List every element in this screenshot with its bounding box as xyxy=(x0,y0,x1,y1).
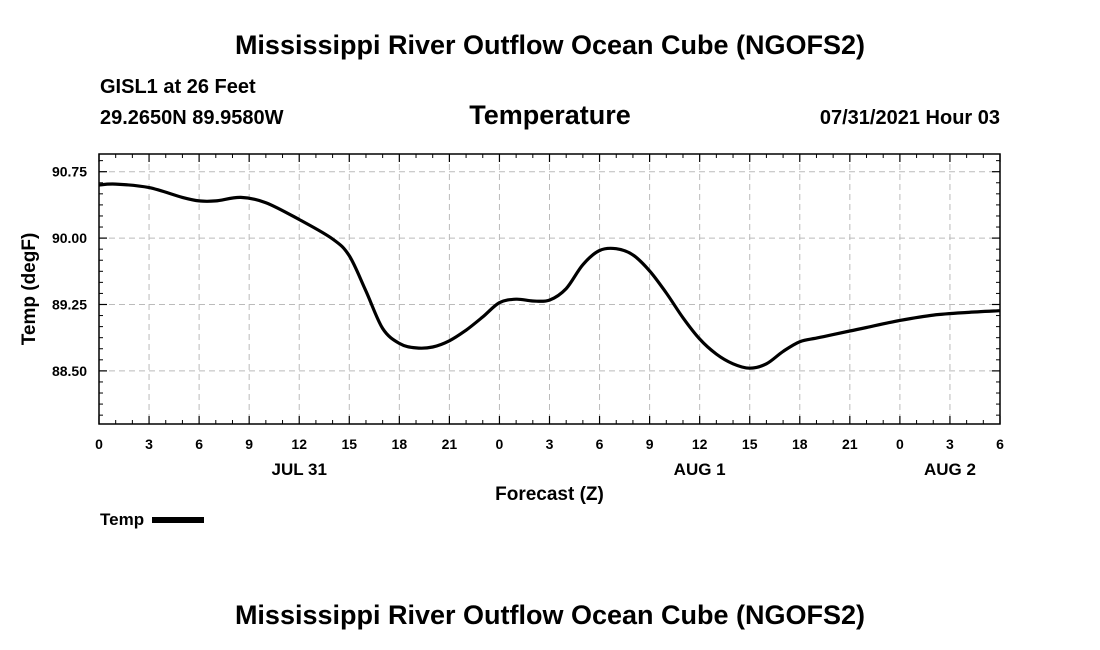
variable-title: Temperature xyxy=(469,100,631,130)
x-tick-label: 12 xyxy=(291,436,307,452)
y-tick-label: 88.50 xyxy=(52,363,87,379)
x-tick-label: 0 xyxy=(95,436,103,452)
x-tick-label: 3 xyxy=(145,436,153,452)
chart-footer-title: Mississippi River Outflow Ocean Cube (NG… xyxy=(234,600,866,630)
x-tick-label: 0 xyxy=(896,436,904,452)
x-tick-label: 9 xyxy=(646,436,654,452)
x-tick-label: 18 xyxy=(792,436,808,452)
x-tick-label: 9 xyxy=(245,436,253,452)
x-tick-label: 6 xyxy=(195,436,203,452)
y-tick-label: 89.25 xyxy=(52,296,87,312)
y-tick-label: 90.75 xyxy=(52,164,87,180)
legend: Temp xyxy=(100,510,205,530)
x-tick-label: 6 xyxy=(596,436,604,452)
x-tick-label: 21 xyxy=(442,436,458,452)
x-tick-label: 21 xyxy=(842,436,858,452)
y-axis-label: Temp (degF) xyxy=(19,233,40,346)
legend-swatch xyxy=(152,517,205,523)
legend-label: Temp xyxy=(100,510,145,529)
series-line-temp xyxy=(98,182,1001,370)
date-label: AUG 2 xyxy=(924,460,976,479)
chart-main-title: Mississippi River Outflow Ocean Cube (NG… xyxy=(234,30,866,60)
date-label: AUG 1 xyxy=(674,460,726,479)
y-tick-label: 90.00 xyxy=(52,230,87,246)
x-tick-label: 15 xyxy=(742,436,758,452)
forecast-datetime: 07/31/2021 Hour 03 xyxy=(819,107,1000,129)
station-label: GISL1 at 26 Feet xyxy=(100,76,256,98)
date-label: JUL 31 xyxy=(271,460,326,479)
x-tick-label: 3 xyxy=(946,436,954,452)
x-tick-label: 18 xyxy=(392,436,408,452)
x-tick-label: 3 xyxy=(546,436,554,452)
x-tick-label: 12 xyxy=(692,436,708,452)
x-tick-label: 0 xyxy=(496,436,504,452)
x-axis-label: Forecast (Z) xyxy=(495,484,604,505)
x-tick-label: 15 xyxy=(341,436,357,452)
station-coordinates: 29.2650N 89.9580W xyxy=(100,107,284,129)
x-tick-label: 6 xyxy=(996,436,1004,452)
